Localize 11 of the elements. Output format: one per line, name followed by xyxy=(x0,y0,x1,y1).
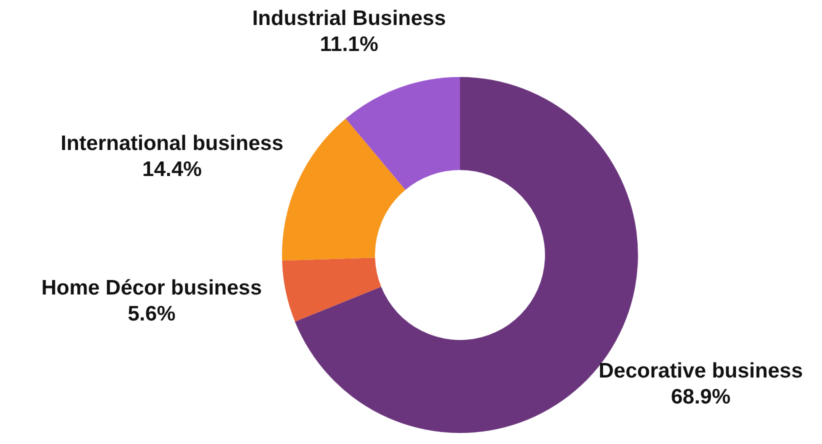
data-label: 68.9% xyxy=(670,385,731,408)
donut-slice xyxy=(346,77,460,190)
data-label: 11.1% xyxy=(320,33,379,56)
slice-label: Home Décor business xyxy=(41,276,262,300)
donut-slice xyxy=(282,258,382,322)
slice-label: International business xyxy=(60,132,284,155)
data-label: 5.6% xyxy=(128,302,176,326)
data-label: 14.4% xyxy=(142,158,202,181)
slice-label: Decorative business xyxy=(598,359,803,382)
donut-slice xyxy=(282,118,406,261)
slice-label: Industrial Business xyxy=(252,7,446,30)
